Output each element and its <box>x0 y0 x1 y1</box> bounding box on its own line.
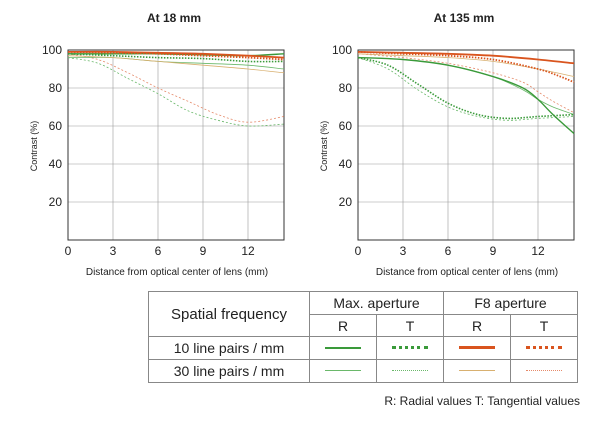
x-tick-label: 9 <box>490 244 497 258</box>
legend-subheader-radial: R <box>309 314 377 337</box>
chart-title: At 135 mm <box>434 11 495 25</box>
legend-swatch-max-10-tangential <box>392 346 428 350</box>
series-line-max-10-t <box>67 53 285 63</box>
series-line-max-10-r <box>357 56 575 135</box>
x-tick-label: 3 <box>110 244 117 258</box>
x-tick-label: 0 <box>355 244 362 258</box>
plot-frame <box>357 49 575 241</box>
series-line-max-30-t <box>357 57 575 121</box>
legend-subheader-radial: R <box>443 314 511 337</box>
y-tick-label: 20 <box>49 195 63 209</box>
series-line-max-30-t <box>67 57 285 127</box>
y-tick-label: 80 <box>49 81 63 95</box>
y-tick-label: 100 <box>332 43 352 57</box>
x-tick-label: 3 <box>400 244 407 258</box>
legend-swatch-f8-10-radial <box>459 346 495 350</box>
y-axis-label: Contrast (%) <box>319 121 329 172</box>
legend-swatch-max-30-radial <box>325 370 361 372</box>
legend-header-max-aperture: Max. aperture <box>309 291 444 315</box>
legend-header-spatial-frequency: Spatial frequency <box>148 291 310 337</box>
series-line-f8-10-r <box>67 50 285 59</box>
y-tick-label: 80 <box>339 81 353 95</box>
y-tick-label: 20 <box>339 195 353 209</box>
x-tick-label: 12 <box>241 244 255 258</box>
legend-table: Spatial frequency Max. aperture F8 apert… <box>148 291 578 383</box>
legend-swatch-f8-30-radial <box>459 370 495 372</box>
legend-subheader-tangential: T <box>376 314 444 337</box>
x-tick-label: 12 <box>531 244 545 258</box>
x-axis-label: Distance from optical center of lens (mm… <box>376 267 558 278</box>
legend-sample <box>443 359 511 383</box>
series-line-max-10-t <box>357 56 575 120</box>
plot-frame <box>67 49 285 241</box>
series-line-f8-10-t <box>357 51 575 84</box>
legend-sample <box>510 336 578 360</box>
legend-header-f8-aperture: F8 aperture <box>443 291 578 315</box>
legend-row-10lp: 10 line pairs / mm <box>148 336 310 360</box>
x-axis-label: Distance from optical center of lens (mm… <box>86 267 268 278</box>
chart-135mm: At 135 mm 100 80 60 40 20 0 3 6 9 12 Contrast (%)… <box>319 11 575 278</box>
legend-sample <box>376 336 444 360</box>
legend-row-30lp: 30 line pairs / mm <box>148 359 310 383</box>
legend-subheader-tangential: T <box>510 314 578 337</box>
series-line-f8-30-t <box>357 53 575 114</box>
x-tick-label: 6 <box>155 244 162 258</box>
plot-area: 100 80 60 40 20 0 3 6 9 12 <box>42 43 285 258</box>
series-line-f8-10-t <box>67 51 285 61</box>
y-tick-label: 40 <box>49 157 63 171</box>
series-line-f8-30-t <box>67 53 285 123</box>
chart-title: At 18 mm <box>147 11 201 25</box>
footnote: R: Radial values T: Tangential values <box>384 394 580 408</box>
x-tick-label: 6 <box>445 244 452 258</box>
plot-area: 100 80 60 40 20 0 3 6 9 12 <box>332 43 575 258</box>
y-axis-label: Contrast (%) <box>29 121 39 172</box>
legend-sample <box>376 359 444 383</box>
y-tick-label: 60 <box>49 119 63 133</box>
legend-sample <box>510 359 578 383</box>
legend-sample <box>309 336 377 360</box>
y-tick-label: 100 <box>42 43 62 57</box>
series-line-f8-30-r <box>67 55 285 74</box>
x-tick-label: 0 <box>65 244 72 258</box>
legend-swatch-f8-30-tangential <box>526 370 562 372</box>
legend-swatch-max-10-radial <box>325 346 361 349</box>
y-tick-label: 60 <box>339 119 353 133</box>
series-line-f8-10-r <box>357 51 575 65</box>
series-line-f8-30-r <box>357 53 575 77</box>
legend-sample <box>309 359 377 383</box>
x-tick-label: 9 <box>200 244 207 258</box>
legend-swatch-f8-10-tangential <box>526 346 562 350</box>
y-tick-label: 40 <box>339 157 353 171</box>
legend-swatch-max-30-tangential <box>392 370 428 372</box>
legend-sample <box>443 336 511 360</box>
